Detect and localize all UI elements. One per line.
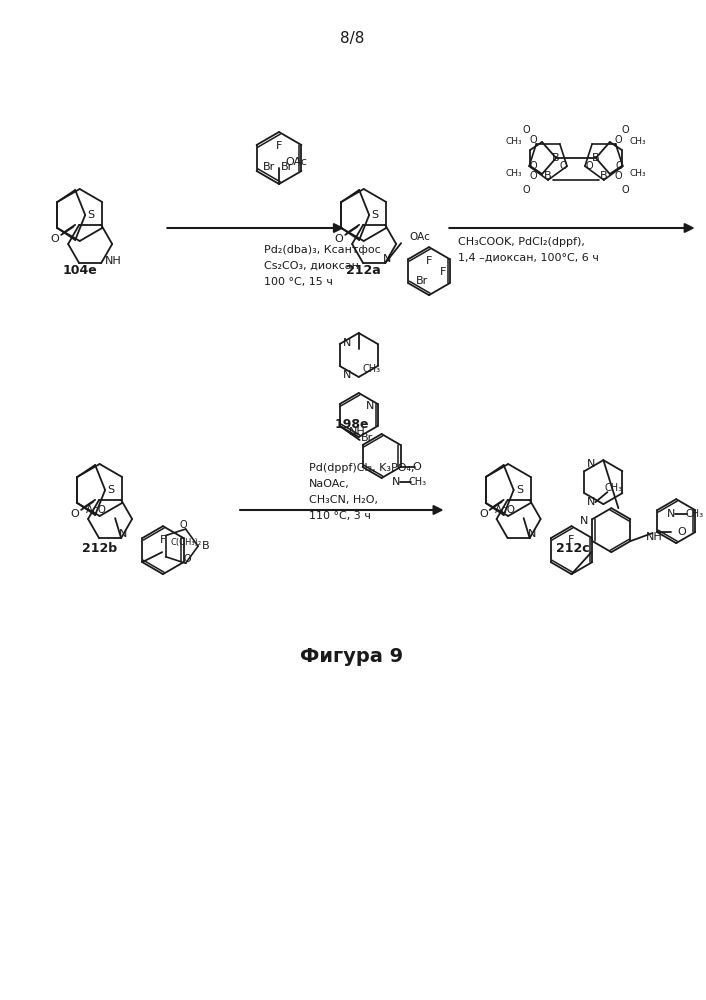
Text: 100 °C, 15 ч: 100 °C, 15 ч xyxy=(264,277,333,287)
Text: Br: Br xyxy=(281,162,294,172)
Text: F: F xyxy=(276,141,282,151)
Text: B: B xyxy=(202,541,210,551)
Text: O: O xyxy=(622,185,630,195)
Text: S: S xyxy=(107,485,114,495)
Text: N: N xyxy=(580,516,589,526)
Text: 104e: 104e xyxy=(62,263,97,276)
Text: CH₃: CH₃ xyxy=(630,137,646,146)
Text: O: O xyxy=(180,520,188,530)
Text: OAc: OAc xyxy=(409,232,430,242)
Text: CH₃: CH₃ xyxy=(408,477,426,487)
Text: AcO: AcO xyxy=(495,505,515,515)
Text: O: O xyxy=(335,234,344,244)
Text: 212b: 212b xyxy=(82,542,117,554)
Text: O: O xyxy=(622,125,630,135)
Text: S: S xyxy=(516,485,523,495)
Text: N: N xyxy=(527,529,536,539)
Text: B: B xyxy=(592,153,599,163)
Text: CH₃: CH₃ xyxy=(686,509,704,519)
Text: N: N xyxy=(342,370,351,380)
Text: O: O xyxy=(479,509,488,519)
Text: Cs₂CO₃, диоксан: Cs₂CO₃, диоксан xyxy=(264,261,359,271)
Text: O: O xyxy=(530,171,537,181)
Text: O: O xyxy=(530,161,537,171)
Text: N: N xyxy=(383,254,391,264)
Text: CH₃COOK, PdCl₂(dppf),: CH₃COOK, PdCl₂(dppf), xyxy=(458,237,585,247)
Text: N: N xyxy=(587,459,596,469)
Text: CH₃: CH₃ xyxy=(363,364,381,374)
Text: B: B xyxy=(552,153,560,163)
Text: Br: Br xyxy=(417,276,429,286)
Text: O: O xyxy=(530,135,537,145)
Text: NH: NH xyxy=(646,532,663,542)
Text: NH: NH xyxy=(105,256,122,266)
Text: 110 °C, 3 ч: 110 °C, 3 ч xyxy=(309,511,371,521)
Text: O: O xyxy=(522,125,530,135)
Text: Br: Br xyxy=(263,162,275,172)
Text: 212c: 212c xyxy=(556,542,590,554)
Text: B: B xyxy=(600,171,608,181)
Text: O: O xyxy=(615,161,623,171)
Text: F: F xyxy=(568,535,575,545)
Text: N: N xyxy=(119,529,127,539)
Text: Pd₂(dba)₃, Ксантфос: Pd₂(dba)₃, Ксантфос xyxy=(264,245,381,255)
Text: CH₃: CH₃ xyxy=(506,169,522,178)
Text: N: N xyxy=(667,509,676,519)
Text: OAc: OAc xyxy=(285,157,307,167)
Text: O: O xyxy=(615,171,623,181)
Text: O: O xyxy=(585,161,593,171)
Text: C(CH₃)₂: C(CH₃)₂ xyxy=(171,538,202,547)
Text: 198e: 198e xyxy=(335,418,369,430)
Text: 8/8: 8/8 xyxy=(340,30,364,45)
Text: Br: Br xyxy=(361,433,373,443)
Text: Фигура 9: Фигура 9 xyxy=(300,647,403,666)
Text: O: O xyxy=(559,161,567,171)
Text: CH₃: CH₃ xyxy=(630,169,646,178)
Text: O: O xyxy=(677,527,686,537)
Text: S: S xyxy=(371,210,378,220)
Text: NaOAc,: NaOAc, xyxy=(309,479,349,489)
Text: CH₃: CH₃ xyxy=(506,137,522,146)
Text: N: N xyxy=(392,477,400,487)
Text: 1,4 –диоксан, 100°C, 6 ч: 1,4 –диоксан, 100°C, 6 ч xyxy=(458,253,599,263)
Text: Pd(dppf)Cl₂, K₃PO₄,: Pd(dppf)Cl₂, K₃PO₄, xyxy=(309,463,414,473)
Text: 212a: 212a xyxy=(347,263,381,276)
Text: O: O xyxy=(51,234,59,244)
Text: CH₃CN, H₂O,: CH₃CN, H₂O, xyxy=(309,495,378,505)
Text: CH₃: CH₃ xyxy=(604,483,623,493)
Text: N: N xyxy=(342,338,351,348)
Text: O: O xyxy=(615,135,623,145)
Text: O: O xyxy=(522,185,530,195)
Text: B: B xyxy=(544,171,552,181)
Text: N: N xyxy=(587,497,596,507)
Text: O: O xyxy=(184,554,191,564)
Text: F: F xyxy=(441,267,447,277)
Text: NH: NH xyxy=(349,427,366,437)
Text: N: N xyxy=(366,401,374,411)
Text: O: O xyxy=(71,509,80,519)
Text: AcO: AcO xyxy=(86,505,107,515)
Text: S: S xyxy=(88,210,95,220)
Text: F: F xyxy=(426,256,432,266)
Text: O: O xyxy=(412,462,421,472)
Text: F: F xyxy=(160,535,166,545)
